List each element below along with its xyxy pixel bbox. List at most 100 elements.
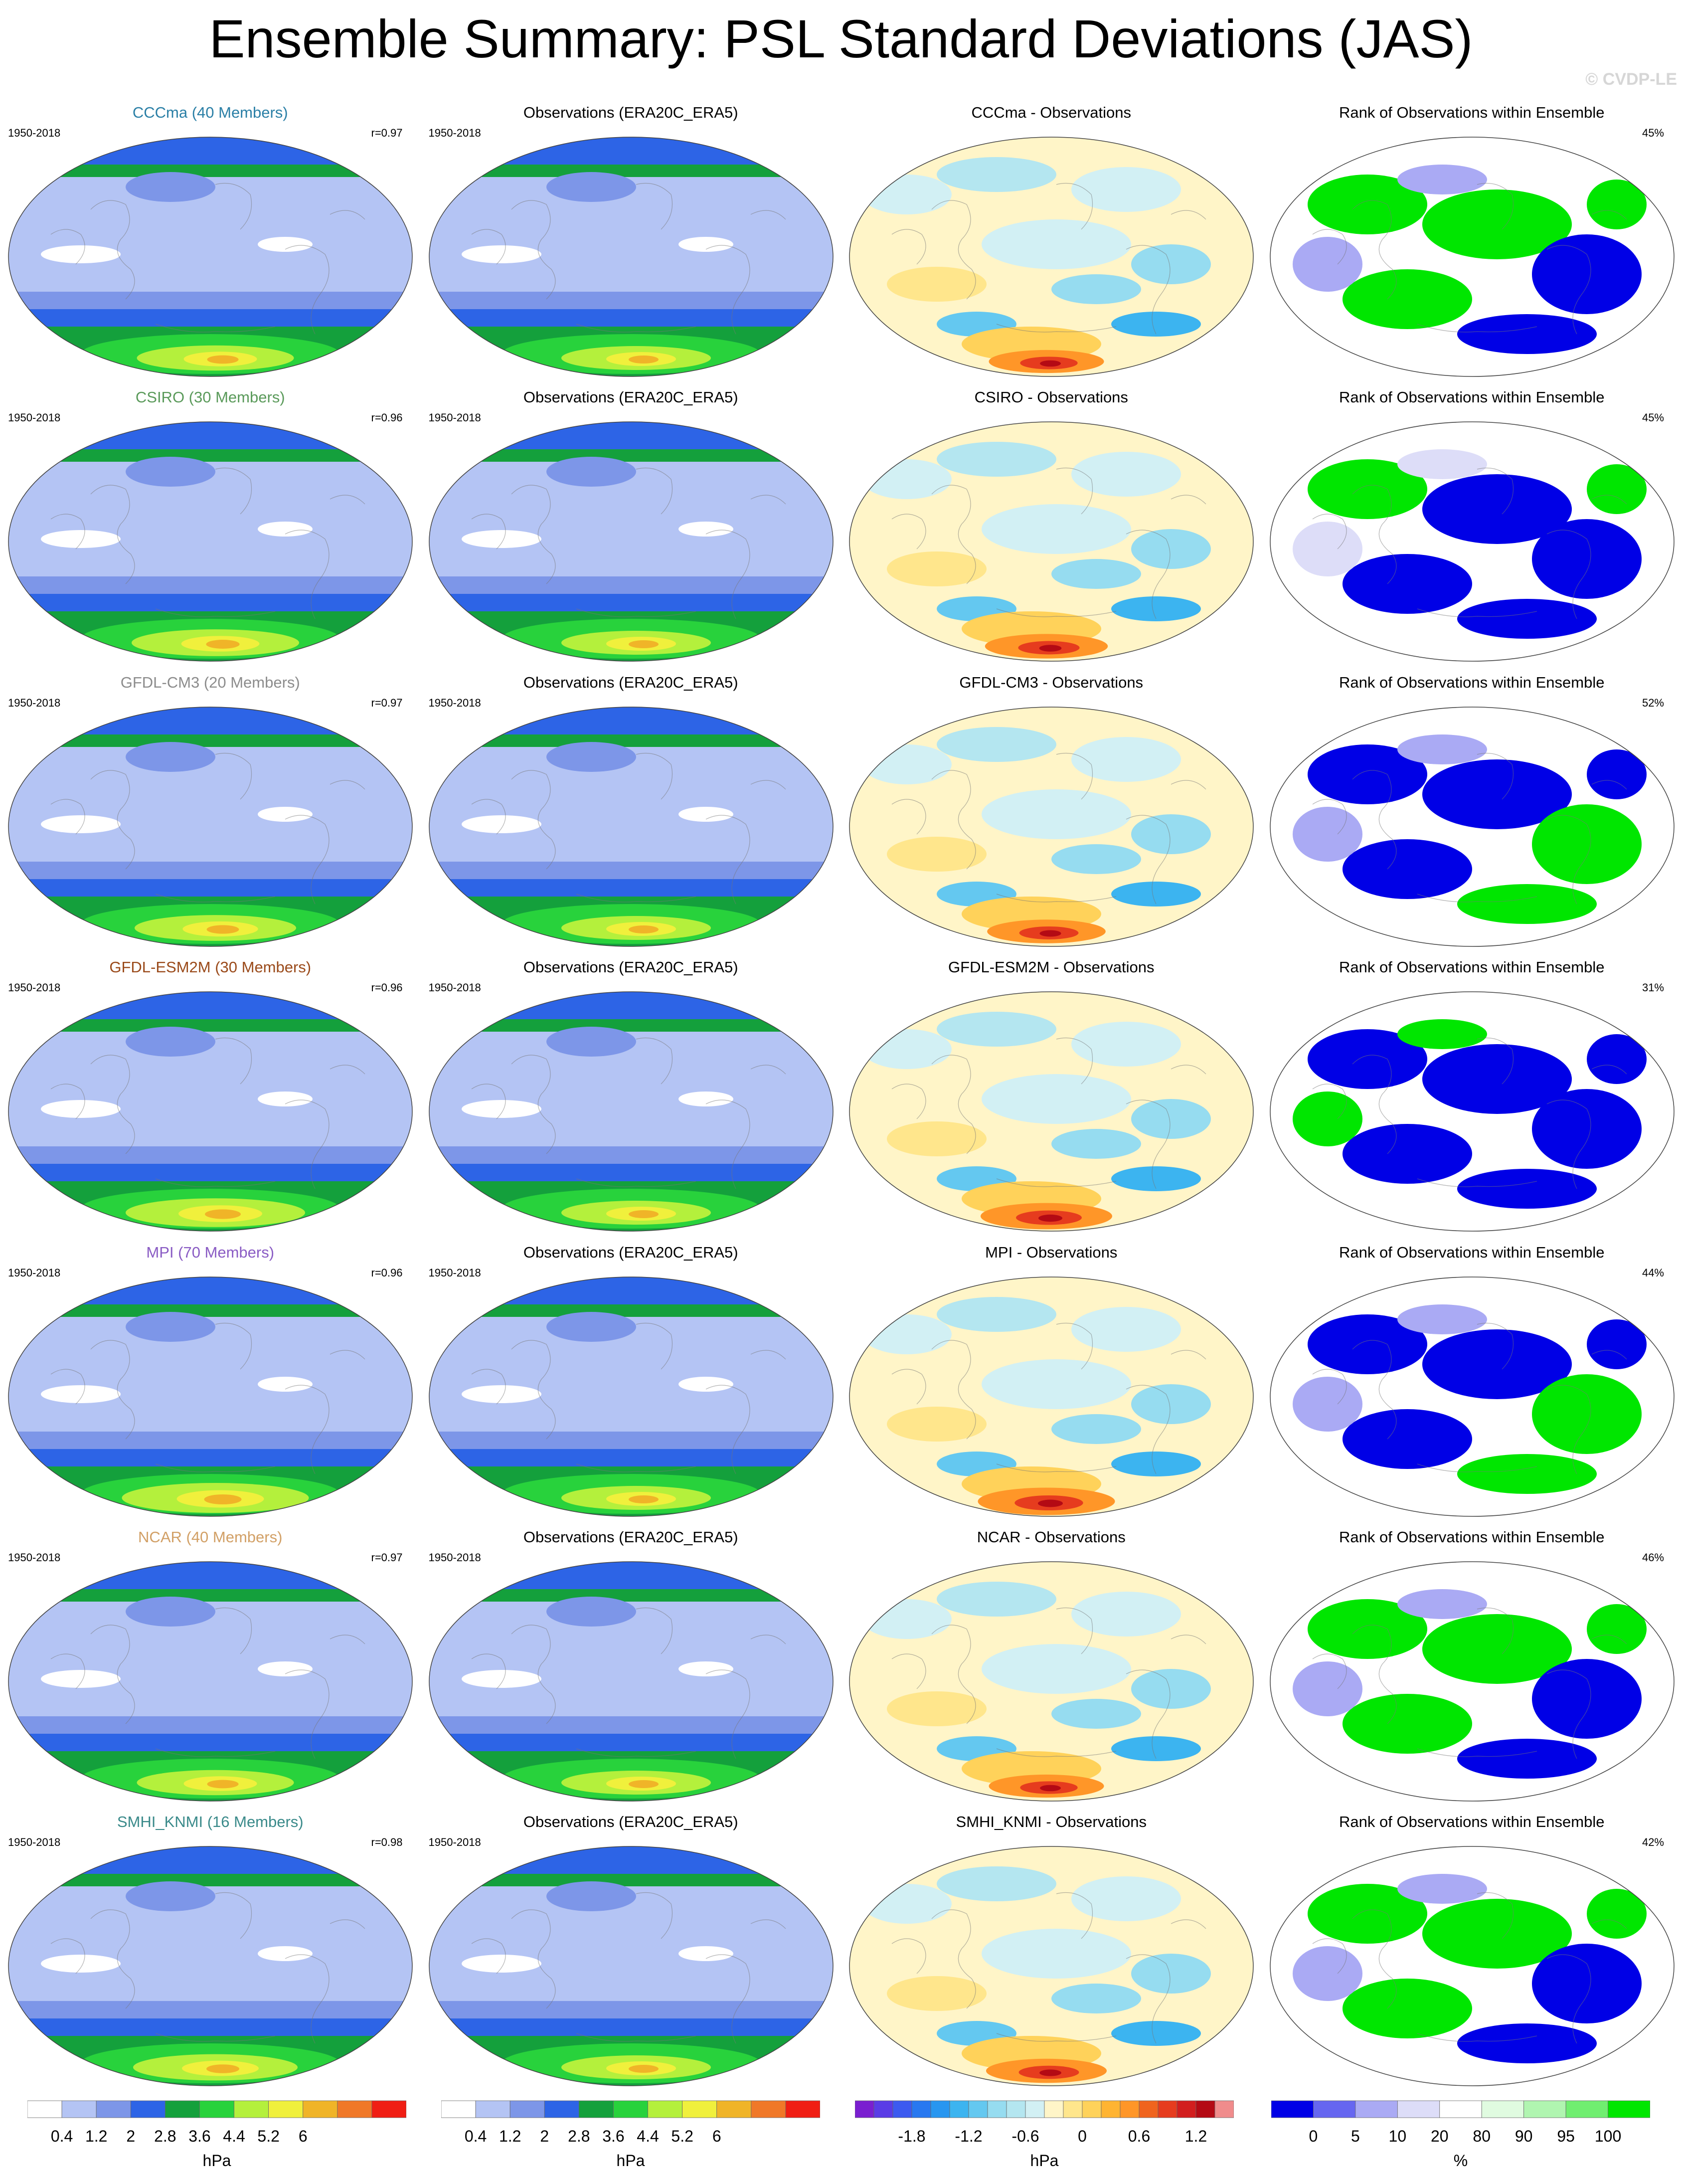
correlation-label: r=0.98 (371, 1836, 403, 1849)
model-std-map (8, 707, 413, 947)
model-std-map (8, 1276, 413, 1517)
colorbar-swatch (1158, 2100, 1177, 2118)
colorbar-swatch (968, 2100, 988, 2118)
coastlines (891, 1322, 1206, 1474)
coastlines (1312, 752, 1627, 905)
observations-panel: Observations (ERA20C_ERA5) 1950-2018 (421, 100, 841, 384)
colorbar-swatch (1355, 2100, 1398, 2118)
rank-map (1269, 1846, 1675, 2087)
colorbar-row: 0.4 1.2 2 2.8 3.6 4.4 5.2 6 hPa 0.4 1.2 2 2.8 3.6 4.4 5… (0, 2097, 1682, 2184)
coastlines (471, 1892, 786, 2044)
observations-std-map (428, 707, 834, 947)
std-colorbar: 0.4 1.2 2 2.8 3.6 4.4 5.2 6 hPa (441, 2097, 820, 2182)
colorbar-tick-label: 1.2 (85, 2127, 107, 2145)
model-panel: GFDL-CM3 (20 Members) 1950-2018 r=0.97 (0, 670, 421, 954)
rank-title: Rank of Observations within Ensemble (1339, 1528, 1605, 1546)
period-label: 1950-2018 (8, 1551, 61, 1564)
coastlines (1312, 1607, 1627, 1759)
panel-grid: CCCma (40 Members) 1950-2018 r=0.97 Observa… (0, 100, 1682, 2094)
difference-title: CSIRO - Observations (974, 388, 1128, 406)
colorbar-tick-label: -1.8 (898, 2127, 925, 2145)
observations-title: Observations (ERA20C_ERA5) (523, 1528, 738, 1546)
period-label: 1950-2018 (8, 411, 61, 424)
colorbar-swatch (1439, 2100, 1482, 2118)
colorbar-swatch (930, 2100, 950, 2118)
colorbar-swatch (1120, 2100, 1140, 2118)
correlation-label: r=0.97 (371, 696, 403, 709)
rank-panel: Rank of Observations within Ensemble 45% (1262, 384, 1682, 669)
colorbar-swatch (441, 2100, 476, 2118)
colorbar-swatch (1082, 2100, 1102, 2118)
colorbar-swatch (199, 2100, 234, 2118)
colorbar-swatch (1271, 2100, 1314, 2118)
observations-title: Observations (ERA20C_ERA5) (523, 104, 738, 121)
coastlines (891, 468, 1206, 619)
colorbar-tick-label: 0.6 (1128, 2127, 1150, 2145)
rank-percent-label: 42% (1642, 1836, 1664, 1849)
observations-panel: Observations (ERA20C_ERA5) 1950-2018 (421, 1524, 841, 1809)
coastlines (471, 182, 786, 335)
colorbar-tick-label: 0 (1078, 2127, 1087, 2145)
coastlines (471, 1322, 786, 1474)
correlation-label: r=0.97 (371, 1551, 403, 1564)
coastlines (50, 1892, 365, 2044)
colorbar-swatch (987, 2100, 1007, 2118)
rank-percent-label: 45% (1642, 411, 1664, 424)
rank-map (1269, 991, 1675, 1232)
rank-title: Rank of Observations within Ensemble (1339, 388, 1605, 406)
model-title: SMHI_KNMI (16 Members) (117, 1813, 304, 1831)
colorbar-swatch (61, 2100, 97, 2118)
colorbar-swatches: -1.8-1.2-0.600.61.21.8 (855, 2100, 1234, 2145)
colorbar-tick-label: 2 (126, 2127, 135, 2145)
colorbar-swatch (1025, 2100, 1045, 2118)
period-label: 1950-2018 (8, 981, 61, 994)
coastlines (50, 182, 365, 335)
rank-panel: Rank of Observations within Ensemble 45% (1262, 100, 1682, 384)
period-label: 1950-2018 (8, 127, 61, 139)
observations-panel: Observations (ERA20C_ERA5) 1950-2018 (421, 1809, 841, 2094)
colorbar-swatch (234, 2100, 269, 2118)
colorbar-tick-label: -1.2 (955, 2127, 982, 2145)
rank-panel: Rank of Observations within Ensemble 31% (1262, 954, 1682, 1239)
colorbar-tick-label: 0.4 (465, 2127, 487, 2145)
rank-panel: Rank of Observations within Ensemble 42% (1262, 1809, 1682, 2094)
rank-percent-label: 52% (1642, 696, 1664, 709)
colorbar-tick-label: 3.6 (602, 2127, 624, 2145)
page-title: Ensemble Summary: PSL Standard Deviation… (209, 8, 1473, 69)
colorbar-swatch (1608, 2100, 1650, 2118)
colorbar-tick-label: 1.2 (1185, 2127, 1207, 2145)
coastlines (1312, 1322, 1627, 1474)
model-title: GFDL-CM3 (20 Members) (120, 673, 300, 691)
coastlines (1312, 182, 1627, 335)
colorbar-swatch (130, 2100, 166, 2118)
model-std-map (8, 137, 413, 377)
colorbar-swatch (1177, 2100, 1196, 2118)
colorbar-tick-label: 5.2 (257, 2127, 279, 2145)
colorbar-swatches: 0 5 10 20 80 90 95 100 (1271, 2100, 1650, 2145)
difference-map (849, 1276, 1254, 1517)
model-title: GFDL-ESM2M (30 Members) (109, 958, 312, 976)
colorbar-unit: hPa (202, 2152, 231, 2170)
observations-std-map (428, 991, 834, 1232)
rank-percent-label: 31% (1642, 981, 1664, 994)
colorbar-swatch (337, 2100, 372, 2118)
colorbar-tick-label: 6 (712, 2127, 721, 2145)
coastlines (471, 1607, 786, 1759)
observations-panel: Observations (ERA20C_ERA5) 1950-2018 (421, 1240, 841, 1524)
rank-title: Rank of Observations within Ensemble (1339, 1243, 1605, 1261)
coastlines (1312, 468, 1627, 619)
colorbar-tick-label: 95 (1557, 2127, 1575, 2145)
observations-title: Observations (ERA20C_ERA5) (523, 673, 738, 691)
difference-panel: MPI - Observations (841, 1240, 1262, 1524)
colorbar-swatch (1214, 2100, 1234, 2118)
colorbar-swatch (544, 2100, 579, 2118)
coastlines (471, 468, 786, 619)
rank-title: Rank of Observations within Ensemble (1339, 1813, 1605, 1831)
coastlines (471, 1038, 786, 1189)
difference-map (849, 421, 1254, 662)
colorbar-swatch (911, 2100, 931, 2118)
period-label: 1950-2018 (428, 1266, 481, 1279)
correlation-label: r=0.96 (371, 411, 403, 424)
colorbar-tick-label: -0.6 (1011, 2127, 1039, 2145)
difference-panel: NCAR - Observations (841, 1524, 1262, 1809)
